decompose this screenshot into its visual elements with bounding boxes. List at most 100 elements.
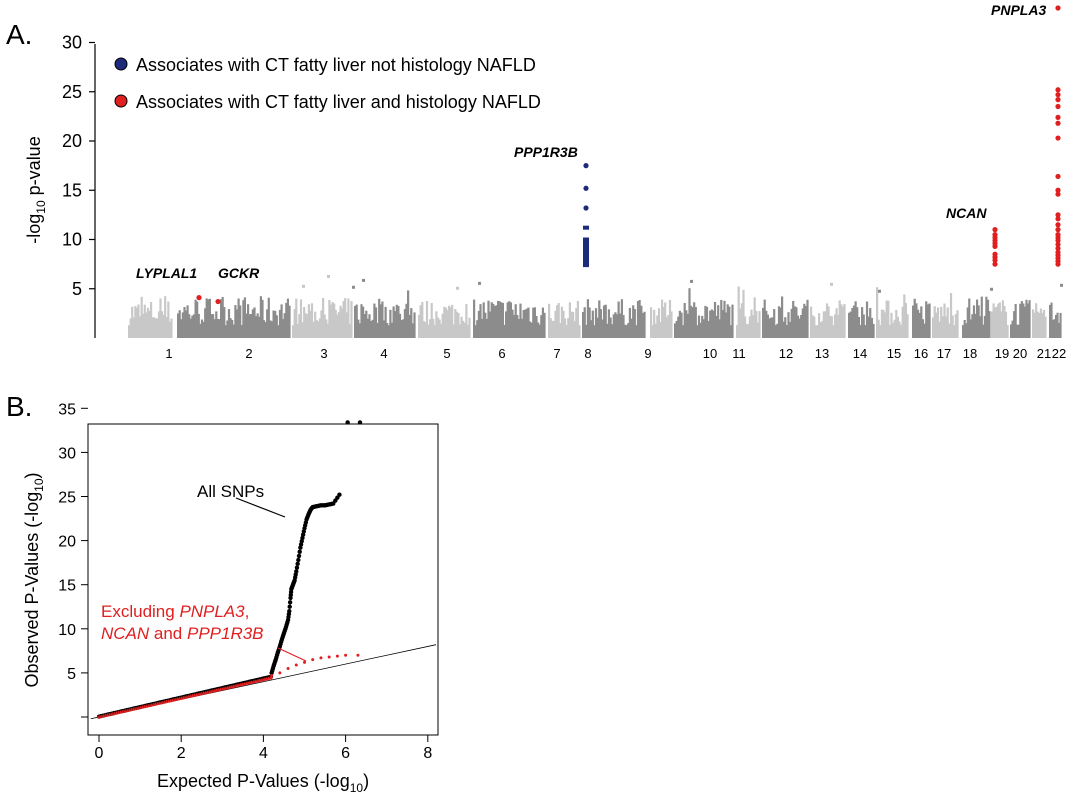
legend-label-red: Associates with CT fatty liver and histo… — [136, 92, 541, 112]
highlighted-snp-point — [1055, 5, 1061, 11]
snp-column — [519, 303, 522, 338]
snp-column — [208, 298, 211, 338]
legend-marker-blue — [114, 57, 128, 71]
gene-label-pnpla3: PNPLA3 — [991, 2, 1046, 18]
excluded-pointer — [277, 647, 307, 662]
snp-column — [933, 306, 936, 338]
qq-point — [357, 420, 363, 425]
highlighted-snp-point — [992, 261, 998, 267]
y-tick-label: 15 — [62, 180, 82, 200]
snp-column — [407, 290, 410, 338]
panel-a-label: A. — [6, 19, 32, 50]
legend-label-blue: Associates with CT fatty liver not histo… — [136, 55, 536, 75]
qq-point — [295, 561, 300, 567]
snp-column — [779, 307, 782, 338]
snp-column — [362, 306, 365, 338]
y-tick-label: 25 — [62, 82, 82, 102]
snp-column — [728, 306, 731, 338]
snp-column — [705, 306, 709, 338]
x-tick-label: 8 — [423, 745, 432, 762]
snp-column — [895, 309, 898, 338]
snp-column — [1014, 304, 1017, 338]
chromosome-label: 13 — [815, 346, 829, 361]
snp-column — [159, 298, 162, 338]
snp-column — [865, 301, 869, 338]
snp-column — [204, 308, 207, 338]
snp-column — [143, 304, 146, 338]
snp-column — [662, 307, 665, 338]
snp-column — [299, 299, 303, 338]
snp-column — [790, 308, 793, 338]
x-tick-label: 0 — [95, 745, 104, 762]
snp-column — [293, 309, 296, 338]
highlighted-snp-point — [583, 252, 589, 257]
snp-column — [841, 306, 844, 338]
snp-column — [825, 303, 829, 338]
snp-column — [509, 302, 512, 338]
snp-column — [632, 305, 635, 338]
snp-column — [444, 307, 447, 338]
snp-column — [575, 308, 578, 338]
snp-column — [435, 311, 438, 338]
snp-column — [157, 311, 161, 338]
snp-column — [449, 307, 452, 338]
snp-column — [586, 299, 590, 338]
snp-column — [410, 308, 413, 338]
snp-column — [1025, 299, 1028, 338]
chromosome-label: 7 — [553, 346, 560, 361]
snp-column — [712, 310, 715, 338]
snp-column — [384, 306, 387, 338]
snp-column — [1026, 303, 1030, 338]
snp-column — [131, 306, 134, 338]
snp-column — [374, 307, 378, 338]
snp-column — [851, 308, 854, 338]
snp-column — [801, 308, 804, 338]
snp-column — [272, 310, 275, 338]
snp-column — [773, 309, 776, 338]
snp-column — [998, 302, 1001, 338]
highlighted-snp-point — [1055, 103, 1061, 110]
snp-column — [683, 303, 686, 338]
snp-point — [456, 286, 459, 290]
snp-column — [583, 307, 586, 338]
chromosome-label: 12 — [779, 346, 793, 361]
snp-column — [928, 303, 931, 338]
y-tick-label: 20 — [62, 131, 82, 151]
snp-column — [161, 311, 164, 338]
snp-column — [995, 306, 998, 338]
qq-plot: 0 2 4 6 8 5 10 15 20 25 30 35 All SNPs Excluding P… — [22, 401, 439, 795]
snp-point — [1060, 283, 1063, 287]
chromosome-band — [473, 325, 545, 338]
chromosome-band — [762, 325, 808, 338]
qq-point-excluded — [344, 653, 348, 657]
qq-point — [337, 492, 342, 497]
snp-column — [926, 304, 929, 338]
snp-column — [915, 303, 918, 338]
snp-column — [661, 299, 664, 338]
snp-column — [447, 305, 451, 338]
snp-column — [913, 298, 916, 338]
qq-point-excluded — [356, 653, 360, 657]
snp-column — [689, 305, 693, 338]
snp-column — [1020, 301, 1023, 338]
snp-column — [378, 298, 381, 338]
snp-column — [638, 300, 641, 338]
snp-column — [787, 312, 790, 338]
snp-column — [726, 304, 729, 338]
qq-body-point-excluded — [269, 676, 273, 680]
snp-column — [477, 310, 480, 338]
snp-point — [327, 274, 330, 278]
qq-point-excluded — [286, 666, 290, 670]
excluded-label-line1: Excluding PNPLA3, — [101, 602, 249, 621]
highlighted-snp-point — [992, 257, 998, 263]
highlighted-snp-point — [583, 163, 589, 169]
snp-column — [185, 310, 188, 338]
snp-column — [473, 299, 476, 338]
snp-column — [691, 307, 694, 338]
highlighted-snp-point — [583, 258, 589, 263]
snp-column — [295, 298, 298, 338]
highlighted-snp-point — [583, 205, 589, 211]
snp-column — [976, 299, 979, 338]
snp-column — [568, 302, 571, 338]
qq-point-excluded — [303, 660, 306, 664]
